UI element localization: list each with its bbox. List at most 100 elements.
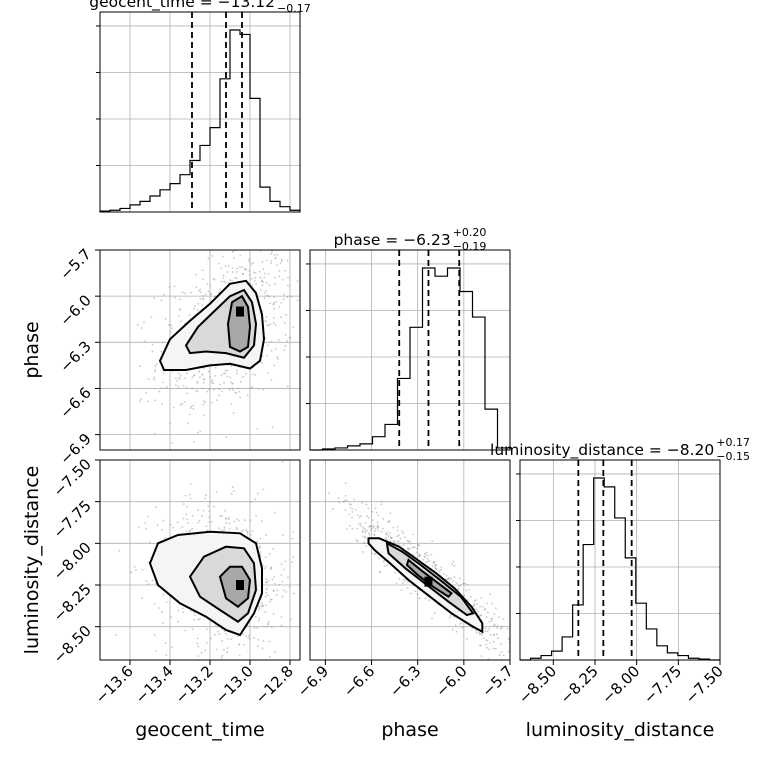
scatter-point xyxy=(226,647,229,649)
scatter-point xyxy=(291,561,294,563)
scatter-point xyxy=(190,291,192,294)
scatter-point xyxy=(270,626,273,629)
scatter-point xyxy=(218,388,221,391)
x-tick-label: −7.75 xyxy=(640,662,685,707)
scatter-point xyxy=(273,582,276,585)
scatter-point xyxy=(365,545,368,547)
scatter-point xyxy=(412,533,414,536)
scatter-point xyxy=(489,642,491,644)
scatter-point xyxy=(231,486,234,488)
scatter-point xyxy=(238,519,240,522)
scatter-point xyxy=(403,536,406,539)
scatter-point xyxy=(221,515,223,517)
scatter-point xyxy=(235,271,238,273)
scatter-point xyxy=(453,565,456,567)
scatter-point xyxy=(265,315,268,318)
scatter-point xyxy=(440,566,443,569)
scatter-point xyxy=(208,509,211,512)
scatter-point xyxy=(486,611,489,614)
scatter-point xyxy=(466,599,469,602)
scatter-point xyxy=(220,656,223,659)
scatter-point xyxy=(371,511,374,513)
scatter-point xyxy=(374,552,377,555)
scatter-point xyxy=(533,663,535,665)
scatter-point xyxy=(178,309,181,312)
scatter-point xyxy=(262,388,264,391)
scatter-point xyxy=(263,272,266,275)
scatter-point xyxy=(211,255,214,257)
scatter-point xyxy=(182,384,185,387)
y-tick-label: −6.0 xyxy=(56,291,94,329)
scatter-point xyxy=(231,387,234,390)
scatter-point xyxy=(272,613,275,615)
scatter-point xyxy=(231,267,234,269)
scatter-point xyxy=(425,551,428,554)
scatter-point xyxy=(385,564,388,567)
scatter-point xyxy=(160,387,163,389)
scatter-point xyxy=(346,528,348,530)
scatter-point xyxy=(222,255,224,258)
scatter-point xyxy=(488,628,491,630)
scatter-point xyxy=(254,373,257,376)
scatter-point xyxy=(489,593,492,596)
scatter-point xyxy=(246,531,249,534)
scatter-point xyxy=(209,380,212,383)
contour-line-2 xyxy=(226,294,252,353)
scatter-point xyxy=(273,576,275,579)
scatter-point xyxy=(389,540,392,543)
scatter-point xyxy=(409,592,412,595)
scatter-point xyxy=(377,514,379,517)
scatter-point xyxy=(451,628,454,631)
scatter-point xyxy=(305,477,307,479)
scatter-point xyxy=(266,587,269,589)
scatter-point xyxy=(466,583,469,586)
scatter-point xyxy=(239,396,241,399)
scatter-point xyxy=(153,602,156,605)
pair-panel-geocent_time-luminosity_distance xyxy=(99,459,301,663)
scatter-point xyxy=(513,685,515,687)
scatter-point xyxy=(272,547,275,550)
scatter-point xyxy=(345,499,348,502)
scatter-point xyxy=(158,390,161,393)
scatter-point xyxy=(162,341,164,344)
pair-panel-phase-luminosity_distance xyxy=(305,459,535,687)
scatter-point xyxy=(160,403,163,405)
scatter-point xyxy=(307,304,309,306)
scatter-point xyxy=(221,654,224,657)
scatter-point xyxy=(270,252,273,255)
scatter-point xyxy=(235,661,237,663)
scatter-point xyxy=(173,285,176,288)
scatter-point xyxy=(414,546,416,549)
title-main: phase = −6.23 xyxy=(334,231,451,249)
scatter-point xyxy=(373,533,375,536)
scatter-point xyxy=(257,619,260,622)
scatter-point xyxy=(408,540,411,542)
scatter-point xyxy=(202,378,205,381)
scatter-point xyxy=(153,633,156,636)
y-axis-label-phase: phase xyxy=(21,321,43,378)
scatter-point xyxy=(485,627,487,630)
scatter-point xyxy=(248,260,250,263)
scatter-point xyxy=(238,266,241,269)
scatter-point xyxy=(195,273,198,276)
scatter-point xyxy=(284,269,287,272)
scatter-point xyxy=(162,622,164,624)
scatter-point xyxy=(268,656,271,658)
scatter-point xyxy=(183,400,186,403)
scatter-point xyxy=(432,561,435,564)
y-axis-label-luminosity_distance: luminosity_distance xyxy=(21,466,43,655)
contour-line-2 xyxy=(405,558,453,599)
scatter-point xyxy=(206,390,209,393)
contour-fill-2 xyxy=(220,566,250,607)
x-tick-label: −6.3 xyxy=(386,662,424,700)
scatter-point xyxy=(225,522,227,524)
scatter-point xyxy=(272,322,275,324)
scatter-point xyxy=(386,531,389,534)
scatter-point xyxy=(512,652,514,654)
scatter-point xyxy=(258,607,261,610)
scatter-point xyxy=(181,291,184,294)
x-axis-label-luminosity_distance: luminosity_distance xyxy=(526,719,715,741)
scatter-point xyxy=(389,512,392,515)
scatter-point xyxy=(191,514,194,517)
scatter-point xyxy=(257,492,259,495)
